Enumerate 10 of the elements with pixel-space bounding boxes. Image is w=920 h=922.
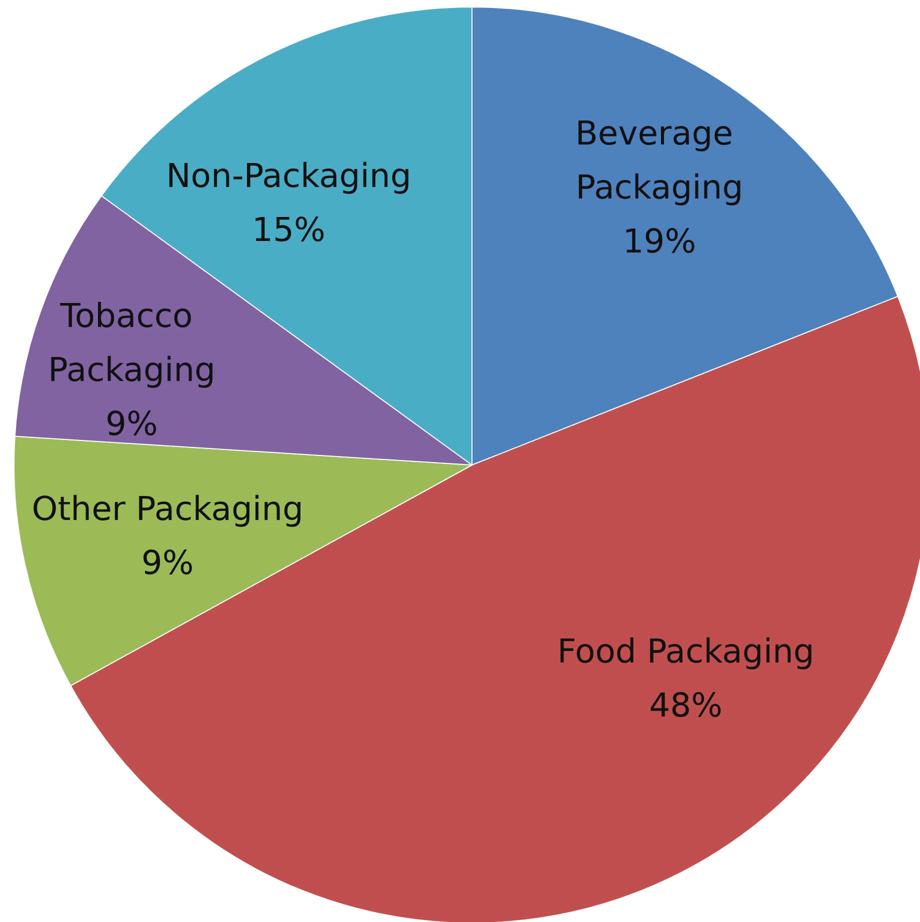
slice-label: Other Packaging xyxy=(32,489,304,528)
data-label: 19% xyxy=(622,222,696,261)
slice-label: Non-Packaging xyxy=(166,156,412,195)
slice-label: Food Packaging xyxy=(557,631,814,670)
data-label: 48% xyxy=(649,685,722,724)
data-label: 15% xyxy=(252,210,326,249)
slice-label: Beverage Packaging xyxy=(575,114,744,207)
slice-label: Tobacco Packaging xyxy=(48,296,216,389)
data-label: 9% xyxy=(106,404,158,443)
data-label: 9% xyxy=(141,543,194,582)
